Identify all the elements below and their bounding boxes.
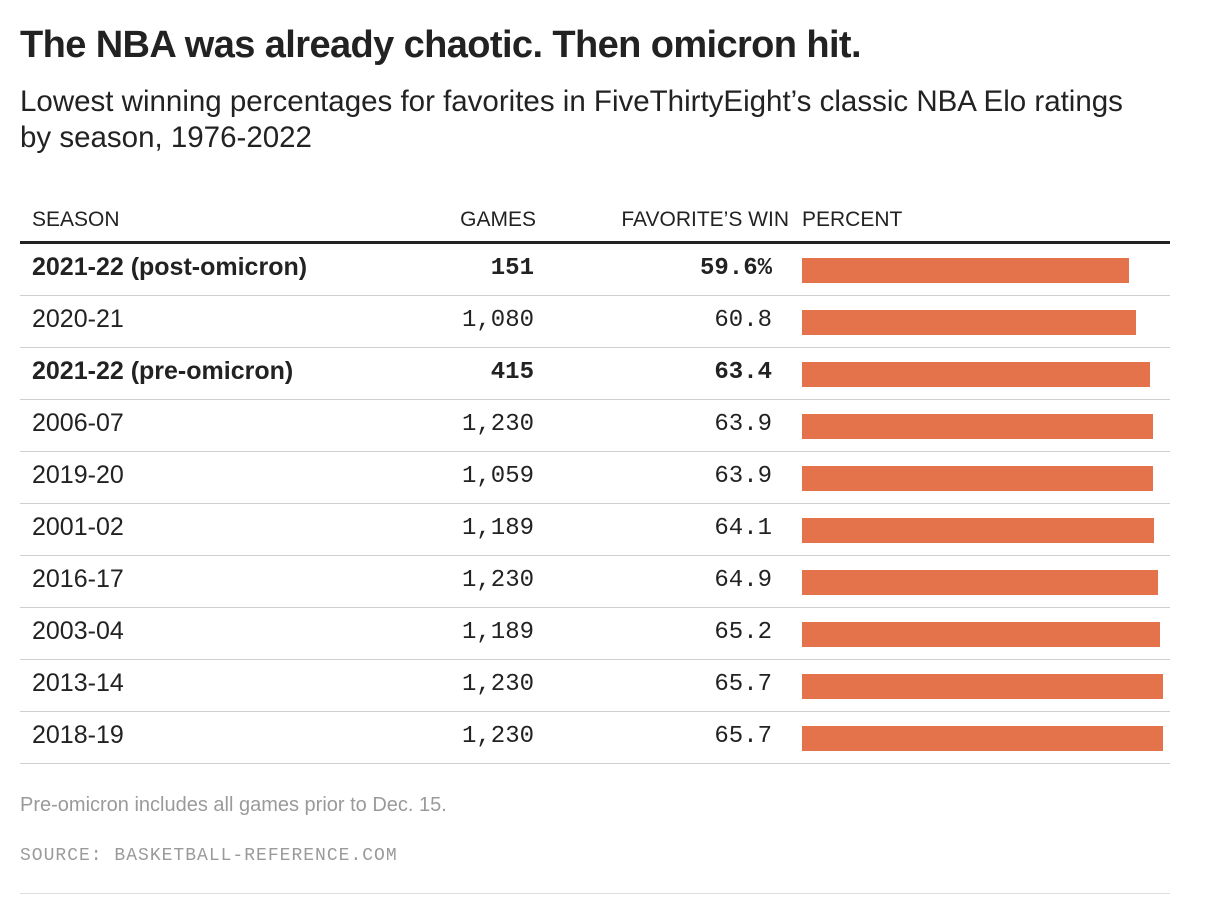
header-divider (20, 241, 1170, 244)
win-percent-bar (802, 518, 1154, 543)
games-value: 1,059 (461, 463, 534, 490)
chart-subtitle: Lowest winning percentages for favorites… (20, 85, 1123, 154)
win-percent-value: 63.9 (714, 411, 772, 438)
win-percent-value: 65.7 (714, 671, 772, 698)
source-credit: SOURCE: BASKETBALL-REFERENCE.COM (20, 846, 398, 866)
win-percent-value: 60.8 (714, 307, 772, 334)
table-row: 2001-02 1,189 64.1 (20, 504, 1170, 556)
footer-divider (20, 893, 1170, 894)
column-header-games: GAMES (460, 208, 536, 231)
table-row: 2021-22 (post-omicron) 151 59.6% (20, 244, 1170, 296)
season-label: 2020-21 (32, 305, 124, 333)
win-percent-bar (802, 622, 1160, 647)
column-header-percent: PERCENT (802, 208, 903, 231)
win-percent-value: 65.2 (714, 619, 772, 646)
table-row: 2013-14 1,230 65.7 (20, 660, 1170, 712)
games-value: 1,230 (461, 671, 534, 698)
win-percent-bar (802, 362, 1150, 387)
win-percent-bar (802, 674, 1163, 699)
win-percent-value: 64.9 (714, 567, 772, 594)
win-percent-bar (802, 258, 1129, 283)
season-label: 2006-07 (32, 409, 124, 437)
table-row: 2003-04 1,189 65.2 (20, 608, 1170, 660)
table-row: 2006-07 1,230 63.9 (20, 400, 1170, 452)
games-value: 1,230 (461, 411, 534, 438)
season-label: 2019-20 (32, 461, 124, 489)
games-value: 151 (490, 255, 534, 282)
win-percent-bar (802, 310, 1136, 335)
column-header-favorite-win: FAVORITE’S WIN (621, 208, 789, 231)
games-value: 1,230 (461, 567, 534, 594)
win-percent-value: 63.4 (714, 359, 772, 386)
season-label: 2021-22 (post-omicron) (32, 253, 308, 281)
season-label: 2016-17 (32, 565, 124, 593)
season-label: 2021-22 (pre-omicron) (32, 357, 294, 385)
win-percent-value: 64.1 (714, 515, 772, 542)
chart-title: The NBA was already chaotic. Then omicro… (20, 24, 862, 66)
table-row: 2020-21 1,080 60.8 (20, 296, 1170, 348)
footnote: Pre-omicron includes all games prior to … (20, 794, 447, 816)
table-row: 2021-22 (pre-omicron) 415 63.4 (20, 348, 1170, 400)
win-percent-value: 65.7 (714, 723, 772, 750)
season-label: 2003-04 (32, 617, 124, 645)
games-value: 1,189 (461, 619, 534, 646)
win-percent-bar (802, 414, 1153, 439)
season-label: 2013-14 (32, 669, 124, 697)
season-label: 2001-02 (32, 513, 124, 541)
games-value: 1,080 (461, 307, 534, 334)
win-percent-bar (802, 726, 1163, 751)
season-label: 2018-19 (32, 721, 124, 749)
table-row: 2018-19 1,230 65.7 (20, 712, 1170, 764)
table-row: 2016-17 1,230 64.9 (20, 556, 1170, 608)
games-value: 1,189 (461, 515, 534, 542)
table-body: 2021-22 (post-omicron) 151 59.6% 2020-21 1,0… (20, 244, 1170, 764)
win-percent-bar (802, 570, 1158, 595)
win-percent-value: 63.9 (714, 463, 772, 490)
table-header: SEASON GAMES FAVORITE’S WIN PERCENT (20, 206, 1170, 242)
table-row: 2019-20 1,059 63.9 (20, 452, 1170, 504)
games-value: 415 (490, 359, 534, 386)
games-value: 1,230 (461, 723, 534, 750)
column-header-season: SEASON (32, 208, 120, 231)
win-percent-bar (802, 466, 1153, 491)
win-percent-value: 59.6% (699, 255, 772, 282)
